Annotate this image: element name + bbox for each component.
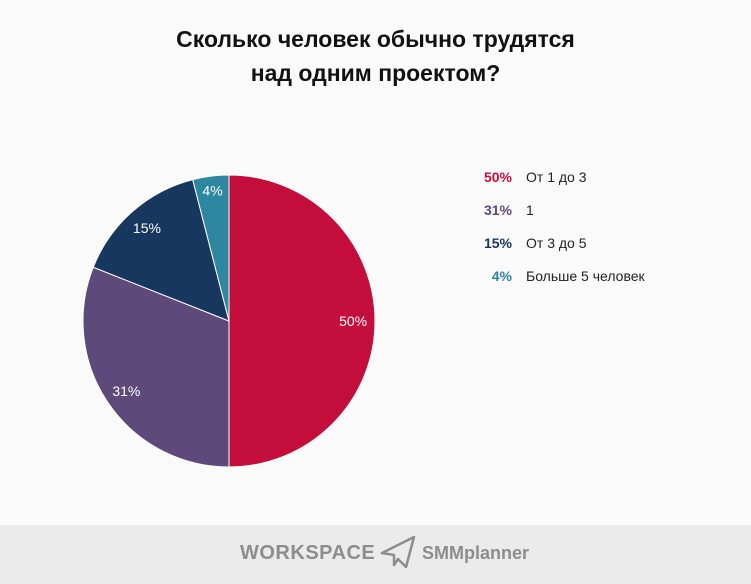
legend-item: 50% От 1 до 3 [440,160,730,193]
pie-slice [92,178,230,322]
title-line-2: над одним проектом? [250,60,501,86]
legend-item: 15% От 3 до 5 [440,226,730,259]
legend-label: От 1 до 3 [526,168,587,185]
chart-title: Сколько человек обычно трудятся над одни… [0,22,751,90]
legend-percent: 50% [483,168,512,185]
pie-slice [228,174,376,468]
pie-chart: 50% 31% 15% 4% [82,174,376,468]
legend: 50% От 1 до 3 31% 1 15% От 3 до 5 4% Больше … [440,160,730,292]
pie-slice [192,174,230,322]
legend-percent: 15% [483,234,512,251]
smmplanner-logo: SMMplanner [422,543,530,563]
legend-item: 31% 1 [440,193,730,226]
paper-plane-icon [380,535,416,569]
legend-label: Больше 5 человек [526,267,645,284]
slice-label: 31% [112,383,140,399]
slice-label: 4% [202,183,222,199]
legend-label: 1 [526,201,534,218]
legend-percent: 31% [483,201,512,218]
workspace-logo: WORKSPACE [240,542,376,564]
pie-slice [82,266,230,468]
slice-label: 15% [133,220,161,236]
footer: WORKSPACE SMMplanner [0,525,751,584]
slice-label: 50% [339,313,367,329]
legend-item: 4% Больше 5 человек [440,259,730,292]
title-line-1: Сколько человек обычно трудятся [176,26,575,52]
legend-label: От 3 до 5 [526,234,587,251]
legend-percent: 4% [491,267,512,284]
